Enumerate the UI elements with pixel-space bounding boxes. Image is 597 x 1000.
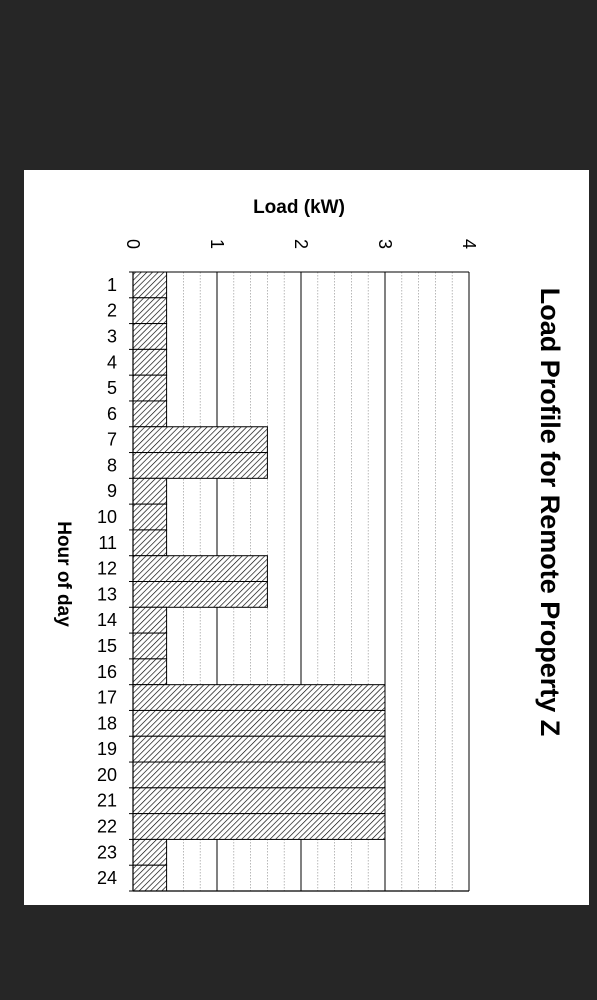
bar (132, 323, 168, 350)
bar (132, 864, 168, 892)
bar (132, 400, 168, 428)
y-tick-label: 11 (98, 533, 117, 553)
bar (132, 735, 386, 763)
bar (132, 503, 168, 531)
y-tick-label: 7 (107, 430, 117, 450)
bar (132, 477, 168, 505)
bar (132, 684, 386, 711)
y-tick-label: 3 (107, 326, 117, 346)
y-tick-label: 20 (97, 765, 117, 785)
y-tick-label: 15 (97, 636, 117, 656)
bar (132, 374, 168, 402)
y-tick-label: 21 (97, 791, 117, 811)
y-tick-label: 10 (97, 507, 117, 527)
y-axis-title: Hour of day (53, 521, 74, 627)
bar (132, 426, 268, 454)
axes (129, 271, 469, 892)
tick-labels: 0 1 2 3 412345678910111213141516171819202122… (97, 239, 479, 888)
y-tick-label: 22 (97, 817, 117, 837)
y-tick-label: 12 (97, 559, 117, 579)
bar (132, 581, 268, 608)
bar (132, 606, 168, 634)
y-tick-label: 13 (97, 584, 117, 604)
x-tick-label: 4 (459, 239, 479, 249)
bar (132, 632, 168, 660)
y-tick-label: 2 (107, 301, 117, 321)
bar (132, 813, 386, 840)
x-tick-label: 1 (207, 239, 227, 249)
bar (132, 658, 168, 686)
y-tick-label: 24 (97, 868, 117, 888)
y-tick-label: 18 (97, 713, 117, 733)
bar (132, 555, 268, 582)
bar (132, 452, 268, 479)
bar (132, 709, 386, 737)
y-tick-label: 17 (97, 688, 117, 708)
bar (132, 297, 168, 325)
y-tick-label: 1 (107, 275, 117, 295)
y-tick-label: 6 (107, 404, 117, 424)
bar (132, 348, 168, 376)
y-tick-label: 23 (97, 842, 117, 862)
bar (132, 529, 168, 557)
x-tick-label: 3 (375, 239, 395, 249)
bars (132, 271, 386, 892)
x-tick-label: 0 (123, 239, 143, 249)
bar (132, 787, 386, 815)
y-tick-label: 9 (107, 481, 117, 501)
bar (132, 838, 168, 866)
y-tick-label: 19 (97, 739, 117, 759)
x-axis-title: Load (kW) (253, 197, 345, 218)
y-tick-label: 14 (97, 610, 117, 630)
x-tick-label: 2 (291, 239, 311, 249)
y-tick-label: 5 (107, 378, 117, 398)
y-tick-label: 8 (107, 455, 117, 475)
bar (132, 271, 168, 299)
y-tick-label: 16 (97, 662, 117, 682)
bar (132, 761, 386, 789)
y-tick-label: 4 (107, 352, 117, 372)
chart-title: Load Profile for Remote Property Z (535, 288, 565, 737)
